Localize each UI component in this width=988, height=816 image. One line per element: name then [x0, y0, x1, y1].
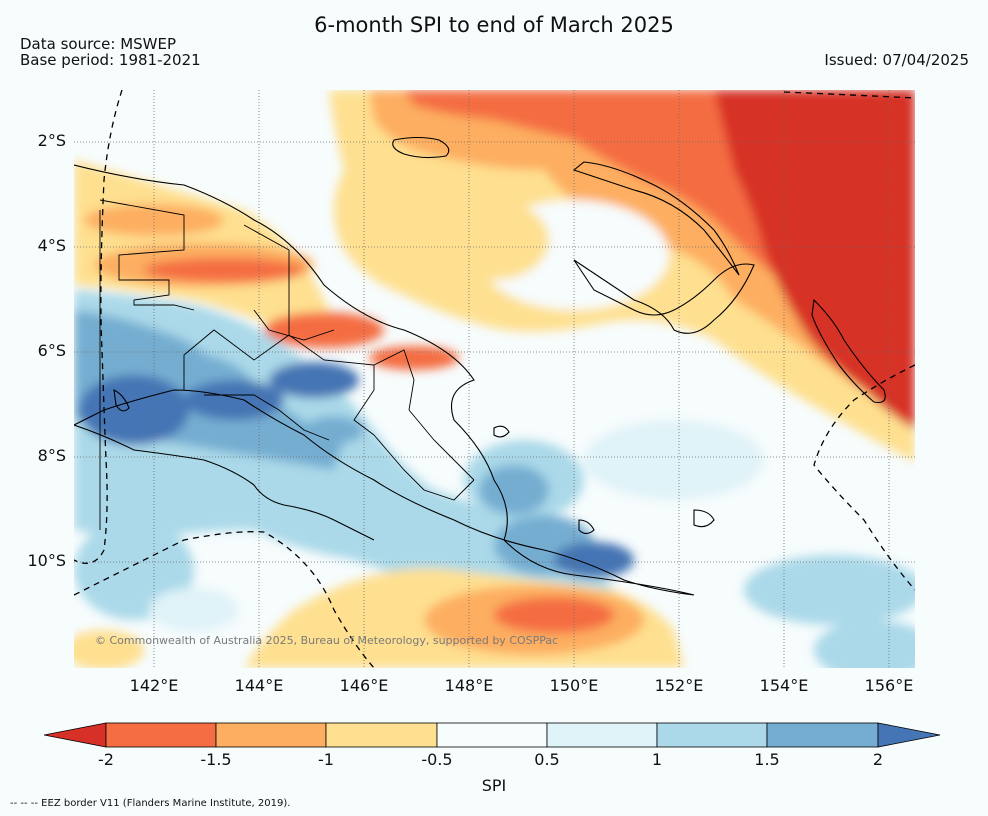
lon-label: 154°E: [759, 676, 809, 695]
colorbar-segment: [105, 722, 217, 748]
colorbar-segment: [215, 722, 327, 748]
colorbar-segment: [325, 722, 438, 748]
colorbar-arrow-low: [44, 722, 107, 748]
colorbar-arrow-high: [877, 722, 941, 748]
colorbar-tick: 1.5: [754, 750, 780, 769]
lat-label: 4°S: [37, 236, 66, 255]
lon-label: 156°E: [864, 676, 914, 695]
data-source: Data source: MSWEP: [20, 35, 177, 53]
colorbar-segment: [436, 722, 548, 748]
map-title: 6-month SPI to end of March 2025: [314, 13, 674, 37]
base-period: Base period: 1981-2021: [20, 51, 201, 69]
spi-colorbar: [44, 722, 941, 748]
lat-label: 2°S: [37, 131, 66, 150]
lat-label: 8°S: [37, 446, 66, 465]
lat-label: 6°S: [37, 341, 66, 360]
copyright-notice: © Commonwealth of Australia 2025, Bureau…: [95, 634, 559, 647]
colorbar-tick: -2: [98, 750, 114, 769]
issued-date: Issued: 07/04/2025: [824, 51, 969, 69]
lon-label: 150°E: [549, 676, 599, 695]
colorbar-segment: [656, 722, 768, 748]
eez-border: [74, 90, 915, 668]
colorbar-label: SPI: [481, 776, 507, 795]
lon-label: 146°E: [339, 676, 389, 695]
lon-label: 152°E: [654, 676, 704, 695]
colorbar-tick: -1.5: [200, 750, 232, 769]
spi-map: [74, 90, 915, 668]
lon-label: 144°E: [234, 676, 284, 695]
colorbar-tick: -1: [318, 750, 334, 769]
colorbar-tick: 0.5: [534, 750, 560, 769]
colorbar-tick: -0.5: [421, 750, 453, 769]
spi-field: [74, 90, 915, 668]
eez-footnote: -- -- -- EEZ border V11 (Flanders Marine…: [10, 798, 291, 809]
colorbar-segment: [766, 722, 879, 748]
lat-label: 10°S: [27, 551, 66, 570]
graticule: [74, 90, 915, 668]
colorbar-tick: 2: [872, 750, 884, 769]
colorbar-tick: 1: [651, 750, 663, 769]
lon-label: 148°E: [444, 676, 494, 695]
colorbar-segment: [546, 722, 658, 748]
coastline: [74, 136, 886, 596]
lon-label: 142°E: [129, 676, 179, 695]
province-borders: [99, 199, 475, 530]
